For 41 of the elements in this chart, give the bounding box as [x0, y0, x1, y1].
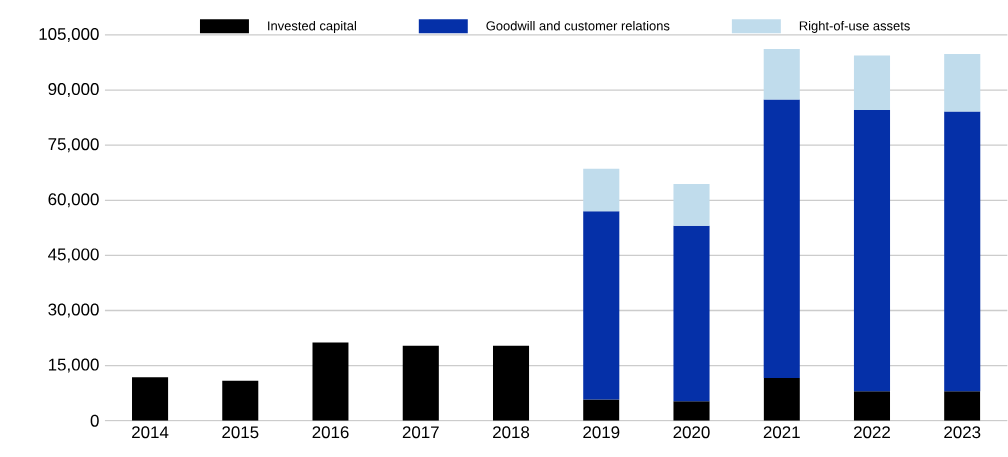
bar [492, 345, 530, 421]
bar [944, 391, 981, 421]
bar [132, 377, 169, 421]
bar [583, 211, 620, 400]
y-tick-label: 75,000 [48, 138, 99, 153]
y-tick-label: 45,000 [48, 248, 99, 263]
bar [673, 225, 710, 402]
bar [583, 168, 620, 212]
bar [944, 54, 981, 112]
y-tick-label: 15,000 [48, 358, 99, 373]
x-tick-label: 2022 [854, 426, 890, 439]
bar [673, 184, 710, 226]
legend-label: Invested capital [268, 21, 356, 34]
bar [402, 345, 439, 421]
x-tick-label: 2023 [944, 426, 981, 439]
y-tick-label: 105,000 [39, 28, 99, 43]
bar [763, 49, 800, 100]
bar [583, 399, 620, 421]
bar [853, 110, 891, 392]
y-tick-label: 30,000 [48, 303, 99, 318]
y-tick-label: 60,000 [48, 193, 99, 208]
y-tick-label: 0 [90, 414, 99, 427]
bar [222, 380, 259, 421]
bar [312, 342, 349, 421]
bar [763, 378, 800, 421]
bar [853, 391, 891, 421]
legend-label: Goodwill and customer relations [486, 21, 670, 31]
bar [853, 55, 891, 111]
y-tick-label: 90,000 [48, 83, 99, 98]
bar [673, 401, 710, 421]
bar [763, 99, 800, 379]
x-tick-label: 2017 [402, 426, 439, 439]
x-tick-label: 2014 [132, 426, 169, 439]
x-tick-label: 2020 [673, 426, 710, 439]
legend-label: Right-of-use assets [799, 21, 910, 34]
x-tick-label: 2019 [583, 426, 620, 439]
x-tick-label: 2015 [222, 426, 259, 439]
bar [944, 111, 981, 392]
x-tick-label: 2016 [312, 426, 349, 439]
x-tick-label: 2021 [763, 426, 800, 439]
x-tick-label: 2018 [493, 426, 530, 439]
